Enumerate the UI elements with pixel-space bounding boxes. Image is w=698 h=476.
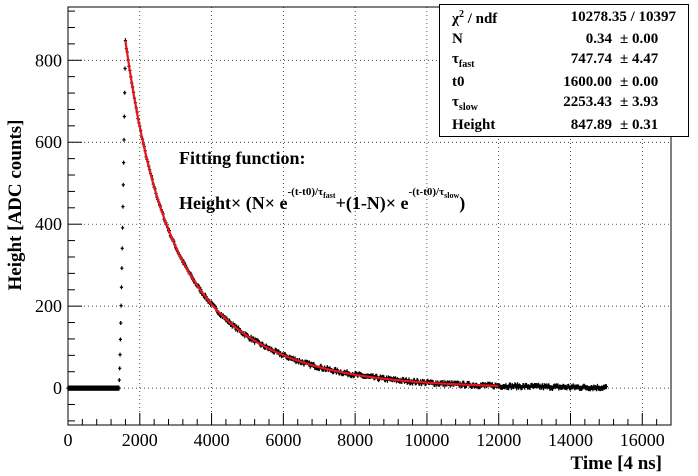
stats-row-n: N 0.34 ± 0.00 — [440, 29, 688, 51]
fit-function-formula: Height× (N× e-(t-t0)/τfast+(1-N)× e-(t-t… — [179, 186, 465, 214]
x-tick-label: 6000 — [265, 430, 301, 450]
x-tick-label: 2000 — [122, 430, 158, 450]
formula-exp-slow: -(t-t0)/τ — [408, 186, 445, 198]
stats-error: ± 0.00 — [620, 74, 659, 90]
y-tick-label: 600 — [35, 132, 62, 152]
stats-error: ± 0.31 — [620, 117, 659, 133]
x-tick-label: 8000 — [337, 430, 373, 450]
data-point — [506, 385, 511, 391]
data-point — [123, 66, 127, 71]
y-tick-label: 0 — [53, 378, 62, 398]
fit-curve — [124, 40, 499, 387]
fit-stats-box: χ2 / ndf 10278.35 / 10397 N 0.34 ± 0.00 … — [439, 4, 689, 137]
data-point — [120, 246, 124, 251]
stats-row-tau-fast: τfast 747.74 ± 4.47 — [440, 49, 688, 71]
formula-exp-slow-sub: slow — [444, 191, 460, 200]
data-point — [117, 385, 121, 391]
data-point — [122, 114, 126, 119]
y-tick-label: 200 — [35, 296, 62, 316]
x-tick-label: 0 — [64, 430, 73, 450]
stats-row-tau-slow: τslow 2253.43 ± 3.93 — [440, 92, 688, 114]
stats-value: 1600.00 — [563, 74, 612, 90]
x-tick-label: 4000 — [194, 430, 230, 450]
data-point — [117, 378, 121, 383]
y-tick-label: 400 — [35, 214, 62, 234]
stats-label-sup: 2 — [458, 9, 464, 20]
stats-error: ± 4.47 — [620, 51, 659, 67]
data-point — [514, 382, 518, 388]
formula-exp-fast: -(t-t0)/τ — [287, 186, 324, 198]
data-point — [118, 352, 122, 357]
stats-label: Height — [452, 117, 496, 133]
stats-label: χ — [452, 11, 459, 27]
data-point — [120, 225, 125, 230]
stats-row-height: Height 847.89 ± 0.31 — [440, 115, 688, 137]
stats-error: ± 0.00 — [620, 31, 659, 47]
data-point — [118, 337, 123, 342]
stats-error: ± 3.93 — [620, 94, 659, 110]
stats-label: N — [452, 31, 463, 47]
data-point — [515, 382, 520, 388]
stats-value: 747.74 — [570, 51, 612, 67]
data-point — [122, 160, 126, 165]
data-point — [121, 204, 125, 209]
y-axis-label: Height [ADC counts] — [5, 120, 26, 291]
stats-value: 10278.35 / 10397 — [570, 9, 676, 25]
stats-value: 2253.43 — [563, 94, 612, 110]
stats-label: τ — [452, 51, 459, 67]
y-axis-ticks: 0 200 400 600 800 — [35, 10, 82, 422]
data-point — [121, 182, 125, 187]
data-point — [123, 90, 127, 95]
formula-head: Height× (N× e — [179, 193, 288, 213]
data-point — [122, 137, 126, 142]
formula-mid: +(1-N)× e — [335, 193, 409, 213]
data-point — [119, 303, 123, 308]
data-point — [120, 266, 124, 271]
x-axis-ticks: 0 2000 4000 6000 8000 10000 12000 14000 16000 — [64, 413, 665, 450]
formula-tail: ) — [459, 193, 466, 213]
x-tick-label: 12000 — [476, 430, 521, 450]
data-point — [604, 384, 608, 390]
stats-label: τ — [452, 94, 459, 110]
stats-label-sub: fast — [458, 59, 475, 70]
stats-label: t0 — [452, 74, 465, 90]
x-tick-label: 14000 — [548, 430, 593, 450]
y-tick-label: 800 — [35, 50, 62, 70]
x-axis-label: Time [4 ns] — [571, 453, 662, 474]
stats-label-tail: / ndf — [463, 11, 498, 27]
stats-value: 847.89 — [570, 117, 612, 133]
data-point — [547, 383, 551, 389]
formula-exp-fast-sub: fast — [323, 191, 336, 200]
stats-row-chi2: χ2 / ndf 10278.35 / 10397 — [440, 7, 688, 29]
x-tick-label: 16000 — [620, 430, 665, 450]
x-tick-label: 10000 — [404, 430, 449, 450]
stats-value: 0.34 — [585, 31, 612, 47]
data-point — [119, 321, 123, 326]
data-point — [119, 285, 124, 290]
stats-row-t0: t0 1600.00 ± 0.00 — [440, 72, 688, 94]
data-point — [118, 366, 122, 371]
stats-label-sub: slow — [458, 102, 478, 113]
fit-function-title: Fitting function: — [179, 148, 306, 168]
